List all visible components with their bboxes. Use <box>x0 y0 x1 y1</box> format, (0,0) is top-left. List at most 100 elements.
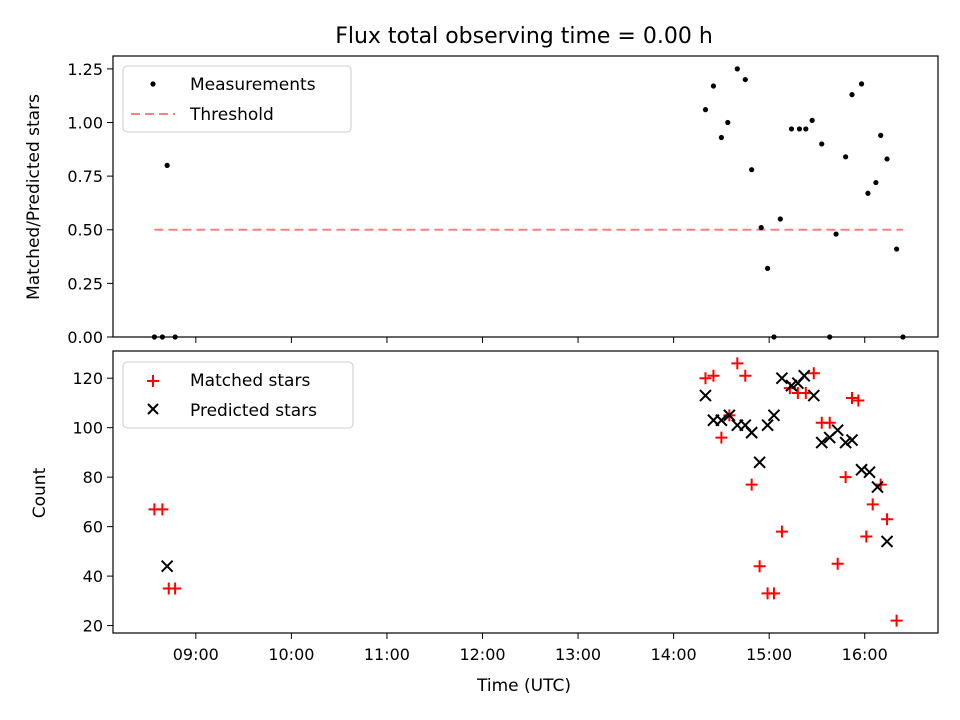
matched-star-point <box>852 394 865 407</box>
top-y-tick-label: 1.25 <box>67 60 103 79</box>
predicted-star-point <box>855 463 868 476</box>
predicted-star-point <box>775 372 789 385</box>
x-tick-label: 11:00 <box>364 645 410 664</box>
measurement-point <box>849 92 855 98</box>
matched-star-point <box>715 431 728 444</box>
x-tick-label: 14:00 <box>651 645 697 664</box>
measurement-point <box>164 162 170 168</box>
predicted-star-point <box>871 480 884 494</box>
legend-threshold-label: Threshold <box>189 105 274 125</box>
matched-star-point <box>799 387 812 400</box>
matched-star-point <box>890 614 903 627</box>
measurement-point <box>788 126 795 132</box>
matched-star-point <box>699 372 712 385</box>
bottom-y-tick-label: 20 <box>83 617 103 636</box>
x-tick-label: 12:00 <box>459 645 505 664</box>
matched-star-point <box>845 392 858 404</box>
measurement-point <box>742 76 748 83</box>
bottom-y-tick-label: 100 <box>72 419 103 438</box>
measurement-point <box>819 141 825 147</box>
predicted-star-point <box>745 426 758 439</box>
measurement-point <box>873 179 879 186</box>
predicted-star-point <box>761 419 774 432</box>
x-tick-label: 15:00 <box>746 645 792 664</box>
predicted-star-point <box>839 436 852 449</box>
x-tick-label: 16:00 <box>842 645 888 664</box>
chart-title: Flux total observing time = 0.00 h <box>335 24 713 49</box>
top-y-tick-label: 0.50 <box>67 221 103 240</box>
matched-star-point <box>775 525 788 538</box>
measurement-point <box>749 167 755 173</box>
measurement-point <box>843 154 849 160</box>
bottom-frame <box>112 350 939 634</box>
top-x-tick-marks <box>195 337 866 343</box>
bottom-y-tick-label: 60 <box>83 518 103 537</box>
measurement-point <box>734 66 740 72</box>
top-y-tick-label: 0.75 <box>67 167 103 186</box>
top-y-tick-label: 0.00 <box>67 328 103 347</box>
measurements-layer <box>151 66 906 340</box>
top-y-axis: 0.00 0.25 0.50 0.75 1.00 1.25 <box>67 60 113 347</box>
top-legend-frame <box>122 65 352 133</box>
bottom-y-tick-label: 120 <box>72 369 103 388</box>
legend-matched-marker <box>147 375 159 387</box>
predicted-star-point <box>767 409 781 422</box>
predicted-star-point <box>160 560 174 573</box>
predicted-star-point <box>723 409 736 422</box>
top-panel: 0.00 0.25 0.50 0.75 1.00 1.25 Matched/Predict… <box>24 55 939 347</box>
bottom-y-axis: 20 40 60 80 100 120 <box>72 369 113 636</box>
measurement-point <box>893 246 900 252</box>
matched-star-point <box>169 582 182 595</box>
bottom-panel: 20 40 60 80 100 120 09:00 10:00 11:00 12:00 13:00… <box>30 350 939 696</box>
measurement-point <box>865 190 871 196</box>
matched-star-point <box>767 587 780 600</box>
legend-measurements-label: Measurements <box>190 75 316 95</box>
measurement-point <box>858 81 865 87</box>
counts-layer <box>148 357 903 627</box>
bottom-y-axis-label: Count <box>30 467 50 518</box>
predicted-star-point <box>831 423 844 437</box>
measurement-point <box>764 265 771 271</box>
measurement-point <box>884 156 890 162</box>
matched-star-point <box>807 367 820 380</box>
predicted-star-point <box>880 535 894 548</box>
matched-star-point <box>739 369 752 382</box>
measurement-point <box>796 126 803 132</box>
matched-star-point <box>753 560 766 573</box>
measurement-point <box>725 119 731 126</box>
x-tick-label: 13:00 <box>555 645 601 664</box>
bottom-y-tick-label: 40 <box>83 567 103 586</box>
bottom-legend-frame <box>122 361 354 429</box>
measurement-point <box>833 231 839 237</box>
matched-star-point <box>707 369 720 382</box>
bottom-legend: Matched stars Predicted stars <box>122 361 354 429</box>
matched-star-point <box>731 357 744 370</box>
matched-star-point <box>860 530 873 543</box>
matched-star-point <box>866 498 879 511</box>
x-axis-label: Time (UTC) <box>476 676 571 696</box>
matched-star-point <box>823 416 836 429</box>
measurement-point <box>809 117 815 123</box>
measurement-point <box>718 134 724 141</box>
predicted-star-point <box>815 436 828 449</box>
legend-predicted-marker <box>147 403 159 415</box>
bottom-y-tick-label: 80 <box>83 468 103 487</box>
matched-star-point <box>745 478 758 491</box>
measurement-point <box>758 225 764 231</box>
top-y-tick-label: 0.25 <box>67 274 103 293</box>
legend-measurements-marker <box>150 81 156 87</box>
measurement-point <box>777 216 783 222</box>
predicted-star-point <box>785 379 798 392</box>
matched-star-point <box>881 513 894 526</box>
measurement-point <box>803 126 809 132</box>
matched-star-point <box>839 471 852 484</box>
measurement-point <box>702 107 709 113</box>
measurement-point <box>878 132 884 138</box>
top-legend: Measurements Threshold <box>122 65 352 133</box>
matched-star-point <box>156 503 169 516</box>
predicted-star-point <box>699 389 712 402</box>
predicted-star-point <box>807 389 820 402</box>
predicted-star-point <box>715 414 728 427</box>
legend-matched-label: Matched stars <box>190 371 310 391</box>
